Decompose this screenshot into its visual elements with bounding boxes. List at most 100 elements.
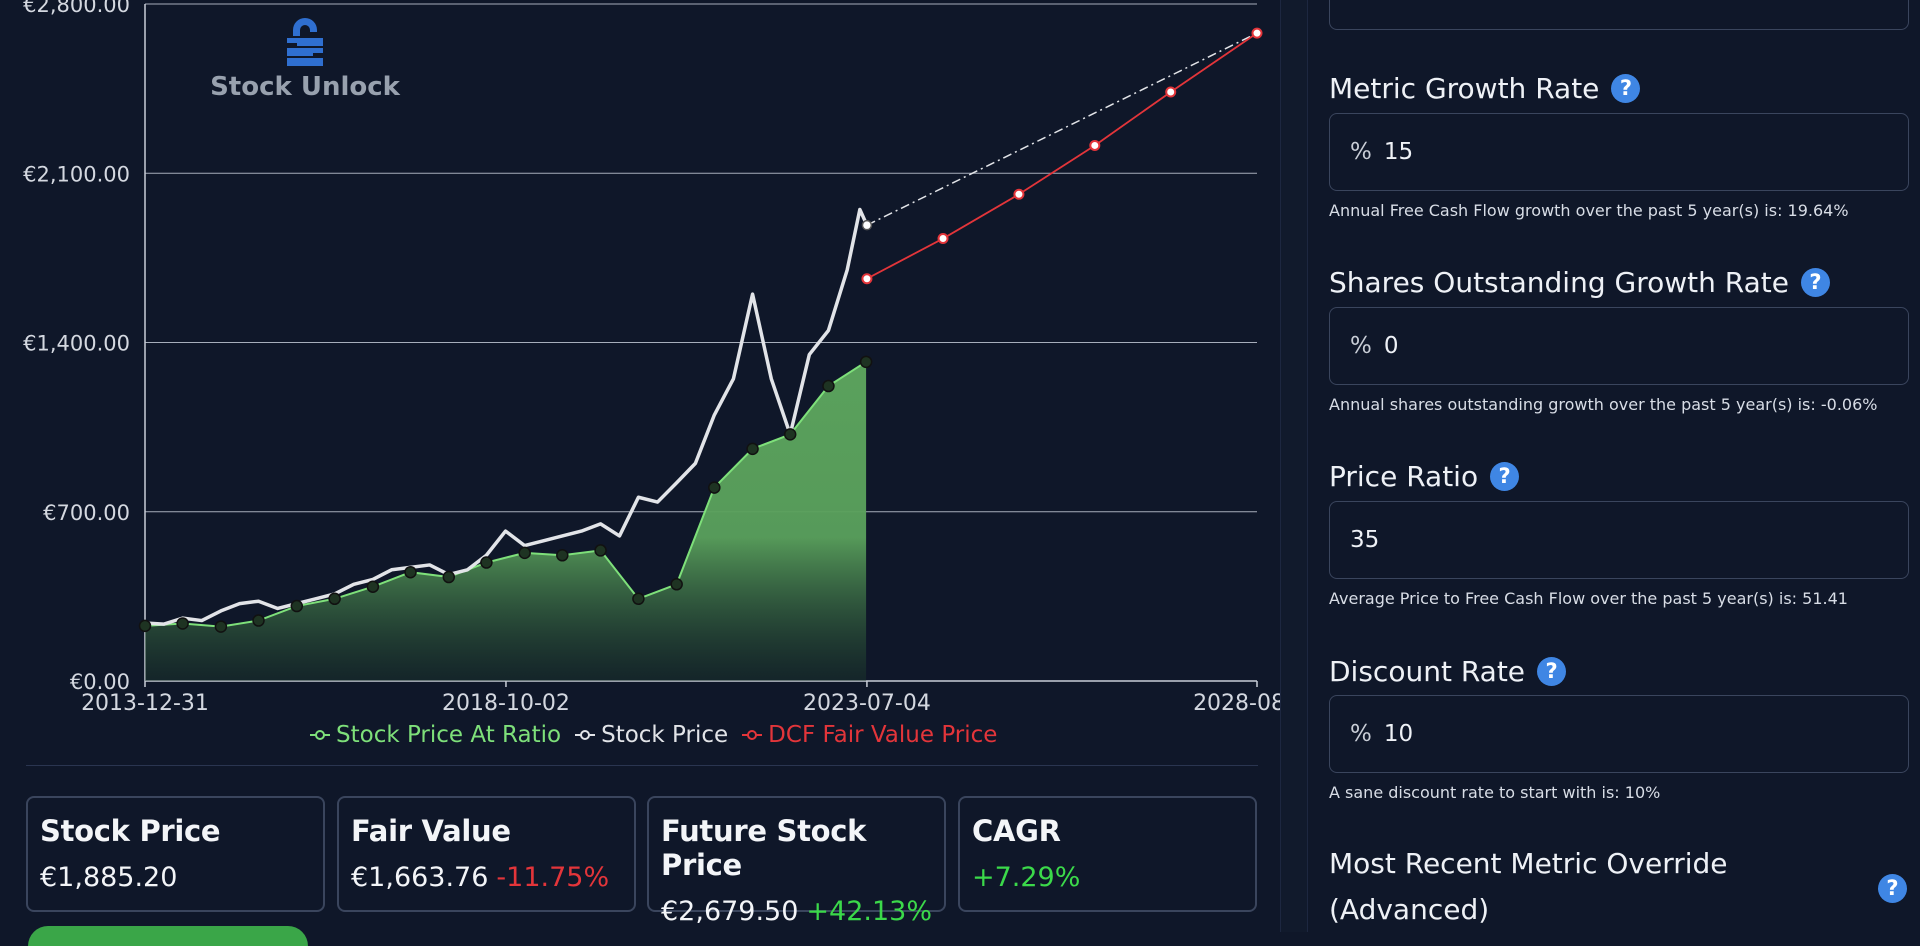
override-label: Most Recent Metric Override — [1329, 847, 1728, 880]
previous-input[interactable] — [1329, 0, 1909, 30]
metric-growth-label-text: Metric Growth Rate — [1329, 72, 1600, 105]
stock-price-at-ratio-point — [556, 549, 569, 562]
projected-stock-price-line — [866, 32, 1258, 226]
help-icon[interactable]: ? — [1490, 462, 1520, 491]
stock-price-line — [144, 207, 869, 626]
legend-label: Stock Price — [601, 722, 729, 748]
price-ratio-input[interactable]: 35 — [1329, 501, 1909, 579]
stock-price-at-ratio-point — [252, 614, 265, 627]
stock-price-value: €1,885.20 — [40, 862, 178, 893]
card-title: Stock Price — [40, 814, 221, 848]
future-stock-price-card: Future Stock Price €2,679.50 +42.13% — [647, 796, 946, 927]
override-label-line2: (Advanced) — [1329, 893, 1490, 926]
shares-growth-hint: Annual shares outstanding growth over th… — [1329, 395, 1878, 414]
future-price-value: €2,679.50 — [661, 896, 799, 927]
legend-item-dcf-fair-value[interactable]: DCF Fair Value Price — [742, 722, 997, 748]
stock-price-point — [861, 219, 873, 231]
stock-price-at-ratio-point — [480, 556, 493, 569]
stock-unlock-logo-icon — [285, 18, 325, 68]
card-value: €2,679.50 +42.13% — [661, 896, 932, 927]
card-value: €1,885.20 — [40, 862, 311, 893]
override-label-line1: Most Recent Metric Override — [1329, 847, 1728, 880]
panel-divider — [1280, 0, 1308, 932]
x-tick-label: 2028-08-22 — [1193, 691, 1280, 716]
shares-growth-label-text: Shares Outstanding Growth Rate — [1329, 266, 1789, 299]
legend-item-stock-price-at-ratio[interactable]: Stock Price At Ratio — [310, 722, 561, 748]
stock-price-at-ratio-point — [670, 578, 683, 591]
shares-growth-input[interactable]: % 0 — [1329, 307, 1909, 385]
fair-value-change: -11.75% — [496, 862, 610, 893]
card-value: +7.29% — [972, 862, 1243, 893]
stock-price-at-ratio-point — [632, 592, 645, 606]
y-tick-label: €0.00 — [70, 670, 130, 694]
card-value: €1,663.76 -11.75% — [351, 862, 622, 893]
chart-legend: Stock Price At Ratio Stock Price DCF Fai… — [310, 722, 997, 748]
discount-rate-input[interactable]: % 10 — [1329, 695, 1909, 773]
x-tick-label: 2013-12-31 — [81, 691, 209, 716]
x-tick-label: 2023-07-04 — [803, 691, 931, 716]
action-button[interactable] — [28, 926, 308, 946]
percent-prefix: % — [1350, 333, 1372, 359]
percent-prefix: % — [1350, 139, 1372, 165]
stock-price-at-ratio-point — [404, 565, 417, 579]
price-ratio-hint: Average Price to Free Cash Flow over the… — [1329, 589, 1848, 608]
stock-price-at-ratio-point — [366, 580, 380, 593]
dcf-fair-value-point — [1165, 86, 1177, 98]
legend-item-stock-price[interactable]: Stock Price — [575, 722, 728, 748]
metric-growth-hint: Annual Free Cash Flow growth over the pa… — [1329, 201, 1849, 220]
logo-text: Stock Unlock — [210, 72, 400, 102]
stock-price-at-ratio-line — [144, 361, 867, 628]
dcf-fair-value-point — [861, 273, 873, 285]
card-title: CAGR — [972, 814, 1061, 848]
stock-price-at-ratio-point — [859, 355, 873, 369]
valuation-inputs-panel: Metric Growth Rate ? % 15 Annual Free Ca… — [1307, 0, 1920, 932]
price-ratio-label: Price Ratio ? — [1329, 460, 1520, 493]
fair-value-card: Fair Value €1,663.76 -11.75% — [337, 796, 636, 912]
metric-growth-input[interactable]: % 15 — [1329, 113, 1909, 191]
stock-price-at-ratio-point — [594, 544, 607, 557]
price-ratio-label-text: Price Ratio — [1329, 460, 1479, 493]
legend-label: Stock Price At Ratio — [336, 722, 562, 748]
valuation-chart-panel: €0.00 €700.00 €1,400.00 €2,100.00 €2,800.00 2… — [23, 0, 1280, 946]
discount-rate-hint: A sane discount rate to start with is: 1… — [1329, 783, 1661, 802]
metric-growth-value: 15 — [1383, 139, 1414, 165]
x-tick-label: 2018-10-02 — [442, 691, 570, 716]
percent-prefix: % — [1350, 721, 1372, 747]
stock-price-at-ratio-area — [145, 361, 867, 681]
stock-price-at-ratio-point — [214, 620, 228, 633]
shares-growth-value: 0 — [1383, 333, 1399, 359]
dcf-fair-value-line — [866, 32, 1258, 280]
stock-unlock-logo: Stock Unlock — [210, 18, 400, 102]
stock-price-at-ratio-point — [290, 599, 304, 613]
stock-price-at-ratio-point — [176, 617, 189, 630]
dcf-fair-value-point — [937, 233, 949, 245]
stock-price-card: Stock Price €1,885.20 — [26, 796, 325, 912]
dcf-fair-value-point — [1251, 27, 1263, 39]
y-tick-label: €700.00 — [43, 501, 130, 525]
shares-growth-label: Shares Outstanding Growth Rate ? — [1329, 266, 1830, 299]
help-icon[interactable]: ? — [1611, 74, 1641, 103]
y-tick-label: €1,400.00 — [23, 332, 130, 356]
legend-marker-green — [310, 728, 330, 742]
discount-rate-value: 10 — [1383, 721, 1414, 747]
stock-price-at-ratio-point — [783, 428, 797, 441]
legend-marker-red — [742, 728, 763, 742]
price-ratio-value: 35 — [1350, 527, 1380, 553]
section-divider — [26, 765, 1258, 766]
help-icon[interactable]: ? — [1800, 268, 1830, 297]
dcf-fair-value-point — [1089, 139, 1101, 151]
override-label-advanced: (Advanced) — [1329, 893, 1489, 926]
discount-rate-label: Discount Rate ? — [1329, 655, 1567, 688]
stock-price-at-ratio-point — [746, 442, 759, 456]
valuation-chart: €0.00 €700.00 €1,400.00 €2,100.00 €2,800.00 2… — [23, 0, 1280, 716]
y-tick-label: €2,100.00 — [23, 162, 130, 186]
help-icon[interactable]: ? — [1537, 657, 1567, 686]
help-icon[interactable]: ? — [1878, 874, 1907, 903]
stock-price-at-ratio-point — [822, 379, 835, 393]
y-tick-label: €2,800.00 — [23, 0, 130, 17]
future-price-change: +42.13% — [806, 896, 932, 927]
card-title: Future Stock Price — [661, 814, 867, 882]
card-title: Fair Value — [351, 814, 511, 848]
cagr-value: +7.29% — [972, 862, 1081, 893]
discount-rate-label-text: Discount Rate — [1329, 655, 1526, 688]
